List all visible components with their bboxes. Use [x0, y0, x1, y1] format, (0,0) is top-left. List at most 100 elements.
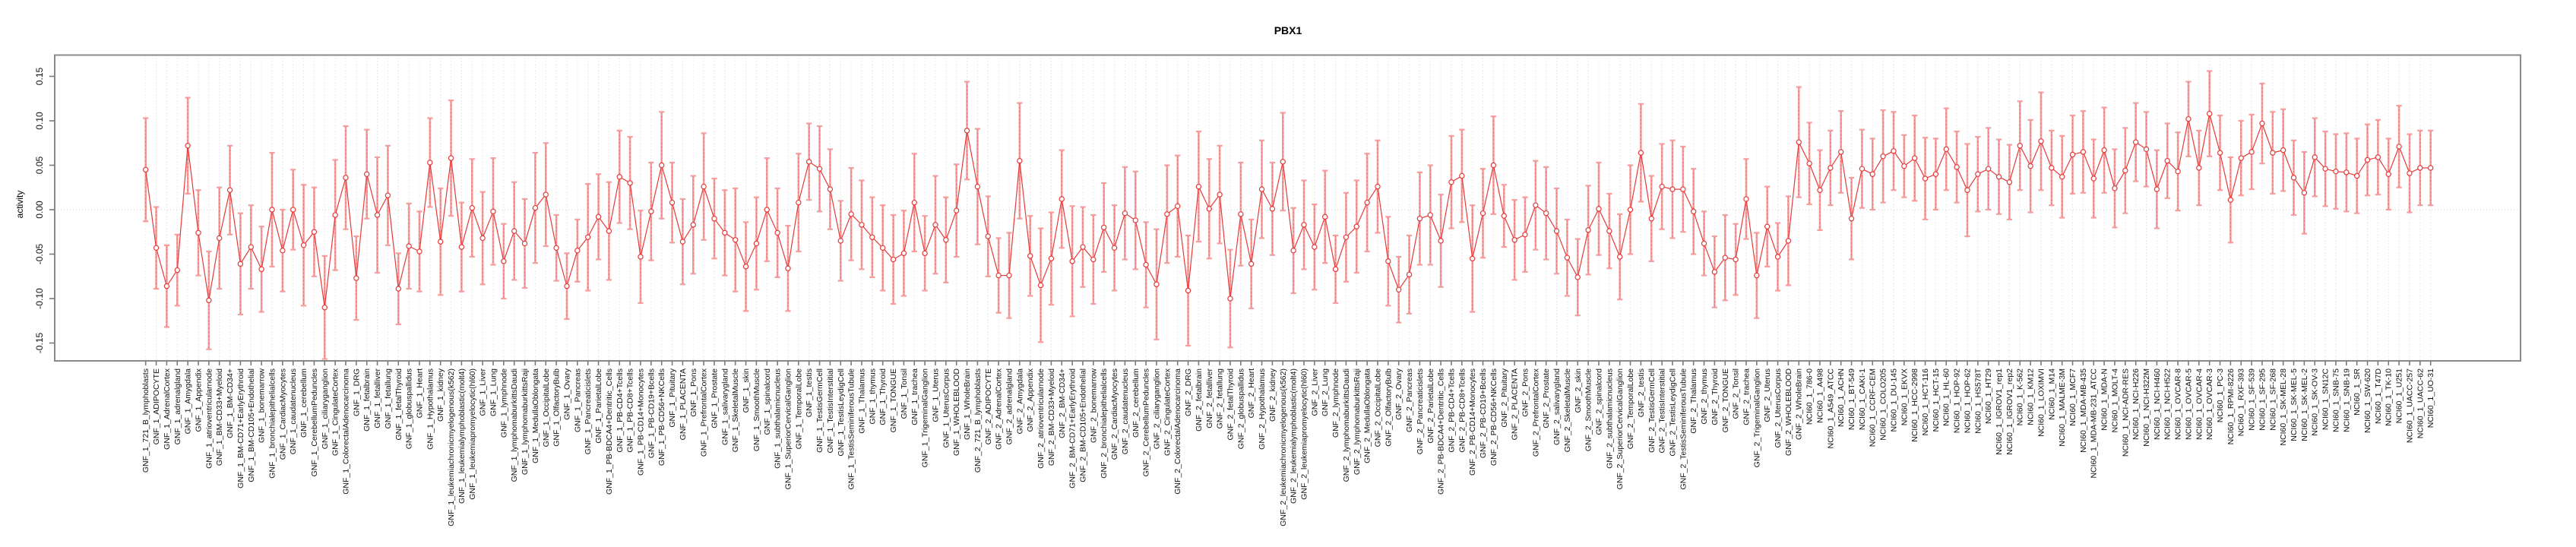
data-point-marker: [1574, 274, 1581, 280]
data-point-marker: [922, 250, 928, 257]
data-point-marker: [1522, 232, 1528, 238]
x-tick-label: GNF_2_DRG: [1184, 368, 1193, 416]
markers: [142, 110, 2434, 311]
x-tick-label: NCI60_1_SN12C: [2321, 368, 2331, 431]
x-tick-label: GNF_2_atrioventricularnode: [1036, 368, 1046, 469]
x-tick-label: GNF_2_leukemialymphoblastic(molt4): [1290, 368, 1299, 504]
data-point-marker: [732, 237, 739, 243]
data-point-marker: [2407, 170, 2413, 176]
x-tick-label: NCI60_1_MOLT-4: [2110, 368, 2119, 433]
data-point-marker: [1006, 272, 1012, 279]
data-point-marker: [237, 261, 244, 267]
x-tick-label: NCI60_1_SW-620: [2363, 368, 2372, 433]
x-tick-label: GNF_1_globuspallidus: [405, 368, 414, 449]
x-tick-label: GNF_1_PB-CD19+Bcells: [647, 368, 656, 458]
y-tick-label: -0.15: [34, 333, 45, 354]
x-tick-label: GNF_2_lymphnode: [1331, 368, 1340, 438]
data-point-marker: [1048, 255, 1055, 262]
data-point-marker: [1017, 157, 1023, 164]
data-point-marker: [163, 283, 170, 289]
x-tick-label: GNF_2_BM-CD105+Endothelial: [1078, 368, 1087, 482]
data-point-marker: [2090, 175, 2097, 182]
x-tick-label: GNF_2_MedullaOblongata: [1363, 368, 1372, 463]
data-point-marker: [1722, 255, 1728, 261]
data-point-marker: [701, 183, 707, 190]
data-point-marker: [142, 166, 149, 173]
x-tick-label: GNF_2_CingulateCortex: [1163, 368, 1172, 456]
data-point-marker: [2227, 197, 2234, 203]
y-tick-label: -0.10: [34, 288, 45, 309]
data-point-marker: [427, 160, 433, 166]
x-tick-label: GNF_1_Liver: [479, 368, 488, 416]
data-point-marker: [2333, 168, 2339, 175]
x-tick-label: GNF_2_leukemiachronicmyelogenous(k562): [1279, 368, 1288, 526]
data-point-marker: [501, 258, 507, 264]
data-point-marker: [1206, 206, 1212, 212]
data-point-marker: [206, 297, 212, 304]
x-tick-label: NCI60_1_OVCAR-5: [2184, 368, 2193, 440]
x-tick-label: NCI60_1_MDA-N: [2100, 368, 2109, 431]
x-tick-label: GNF_2_Hypothalamus: [1258, 368, 1267, 450]
data-point-marker: [679, 239, 686, 245]
x-tick-label: GNF_2_SmoothMuscle: [1584, 368, 1593, 451]
data-point-marker: [1985, 166, 1992, 172]
data-point-marker: [1027, 253, 1033, 259]
data-point-marker: [1733, 256, 1739, 263]
x-tick-label: GNF_2_BM-CD34+: [1058, 368, 1067, 438]
x-tick-label: NCI60_1_LOXIMVI: [2036, 368, 2046, 437]
data-point-marker: [690, 222, 696, 228]
data-point-marker: [174, 267, 180, 274]
data-point-marker: [658, 162, 665, 169]
x-tick-label: GNF_2_fetallung: [1216, 368, 1225, 429]
x-tick-label: NCI60_1_SK-OV-3: [2311, 368, 2320, 436]
x-tick-label: GNF_1_TestisSeminiferousTubule: [847, 368, 856, 490]
data-point-marker: [1533, 202, 1539, 208]
data-point-marker: [2038, 138, 2044, 144]
x-tick-label: NCI60_1_SR: [2353, 368, 2362, 416]
data-point-marker: [1248, 261, 1255, 267]
data-point-marker: [2375, 154, 2381, 160]
x-tick-label: NCI60_1_RPMI-8226: [2226, 368, 2236, 445]
data-point-marker: [2132, 139, 2139, 145]
data-point-marker: [2175, 168, 2181, 175]
data-point-marker: [1859, 166, 1866, 172]
data-point-marker: [1195, 183, 1202, 190]
x-tick-label: NCI60_1_NCI-H522: [2163, 368, 2173, 440]
chart-title: PBX1: [1274, 24, 1302, 36]
x-tick-label: GNF_1_PB-CD8+Tcells: [626, 368, 635, 453]
x-tick-label: NCI60_1_A549_ATCC: [1826, 368, 1835, 449]
x-tick-label: GNF_2_PB-CD56+NKCells: [1489, 368, 1498, 466]
x-tick-label: GNF_1_kidney: [436, 368, 445, 422]
data-point-marker: [1680, 186, 1686, 192]
data-point-marker: [1290, 248, 1296, 254]
data-point-marker: [848, 211, 854, 217]
data-point-marker: [1743, 196, 1749, 202]
data-point-marker: [1227, 296, 1233, 302]
data-point-marker: [1954, 164, 1960, 170]
y-axis: 0.15 0.10 0.05 0.00 -0.05 -0.10 -0.15: [34, 67, 55, 353]
data-point-marker: [837, 238, 843, 244]
data-point-marker: [869, 234, 875, 240]
data-point-marker: [1943, 146, 1949, 153]
x-tick-label: GNF_1_MedullaOblongata: [531, 368, 540, 463]
data-point-marker: [1669, 186, 1676, 192]
data-point-marker: [1280, 159, 1286, 165]
data-point-marker: [1090, 256, 1097, 263]
x-tick-label: GNF_2_PB-CD8+Tcells: [1457, 368, 1467, 453]
x-tick-label: NCI60_1_HS578T: [1973, 368, 1983, 433]
data-point-marker: [1217, 191, 1223, 198]
x-tick-label: GNF_2_globuspallidus: [1236, 368, 1245, 449]
data-point-marker: [1932, 171, 1939, 177]
x-tick-label: GNF_1_spinalcord: [763, 368, 772, 435]
data-point-marker: [564, 283, 570, 289]
x-tick-label: GNF_2_Uterus: [1763, 368, 1772, 422]
x-tick-label: GNF_1_TrigeminalGanglion: [921, 368, 930, 467]
data-point-marker: [290, 207, 296, 213]
data-point-marker: [1174, 203, 1181, 210]
data-point-marker: [764, 207, 770, 213]
data-point-marker: [1627, 207, 1634, 213]
data-point-marker: [2006, 179, 2013, 185]
x-tick-label: NCI60_1_UACC-257: [2405, 368, 2414, 443]
data-point-marker: [627, 180, 633, 186]
x-tick-label: GNF_2_Pancreaticislets: [1416, 368, 1425, 454]
